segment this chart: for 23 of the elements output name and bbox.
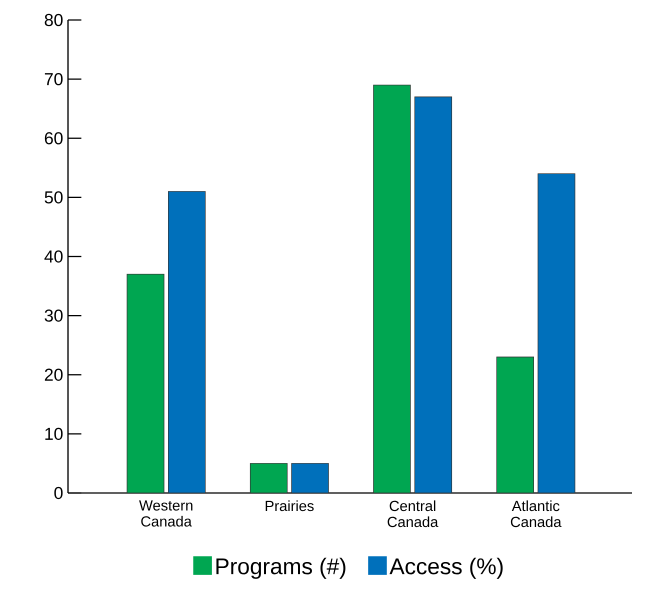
x-tick-label: Atlantic Canada bbox=[510, 500, 562, 528]
y-tick-label: 40 bbox=[44, 250, 63, 263]
y-tick-label: 70 bbox=[44, 72, 63, 86]
bar bbox=[538, 173, 576, 493]
bar bbox=[373, 84, 411, 493]
y-tick-label: 10 bbox=[45, 428, 63, 440]
y-tick-label: 80 bbox=[44, 14, 63, 26]
bar bbox=[291, 463, 329, 493]
bar bbox=[414, 96, 452, 493]
legend-label: Programs (#) bbox=[216, 558, 346, 579]
y-tick-label: 20 bbox=[44, 368, 63, 381]
x-tick-label: Western Canada bbox=[139, 500, 192, 527]
y-tick-label: 50 bbox=[44, 191, 63, 204]
y-tick-label: 30 bbox=[44, 309, 63, 322]
x-tick-label: Prairies bbox=[266, 500, 314, 512]
bar bbox=[126, 274, 164, 493]
legend-label: Access (%) bbox=[390, 558, 503, 579]
bar bbox=[168, 191, 206, 493]
x-tick-label: Central Canada bbox=[388, 500, 438, 528]
bar bbox=[250, 463, 288, 493]
bar bbox=[496, 356, 534, 493]
y-tick-label: 0 bbox=[54, 486, 63, 500]
y-tick-label: 60 bbox=[44, 132, 63, 144]
